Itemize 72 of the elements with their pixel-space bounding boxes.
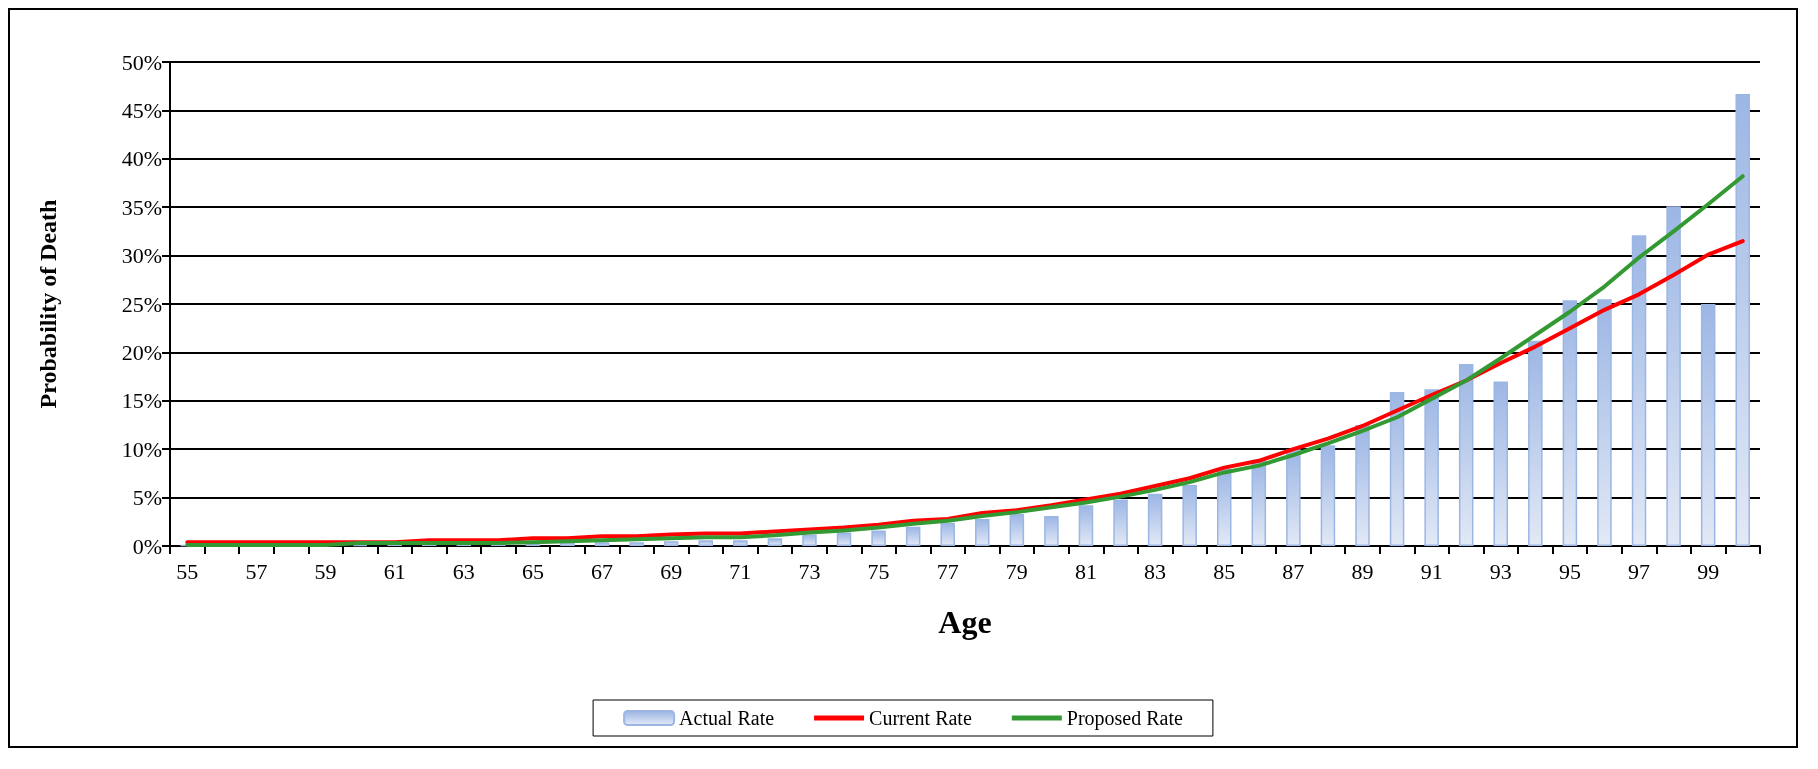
bar — [1700, 304, 1716, 546]
x-tick-label: 83 — [1144, 558, 1167, 584]
bar — [629, 542, 644, 546]
x-tick-label: 91 — [1420, 558, 1443, 584]
x-tick-label: 55 — [176, 558, 199, 584]
legend-label: Current Rate — [869, 707, 972, 729]
y-tick-label: 10% — [121, 436, 162, 462]
x-tick-label: 81 — [1074, 558, 1097, 584]
x-axis-title: Age — [938, 604, 992, 640]
bar — [871, 530, 886, 546]
bar — [1286, 449, 1301, 546]
bar — [698, 540, 714, 546]
bar — [1735, 93, 1750, 546]
y-tick-label: 50% — [121, 49, 162, 75]
bar — [940, 522, 955, 546]
bar — [1113, 499, 1128, 546]
legend-label: Proposed Rate — [1066, 707, 1184, 730]
bar — [975, 518, 990, 546]
y-tick-label: 25% — [121, 291, 162, 317]
bar — [594, 542, 610, 546]
bar — [1528, 340, 1543, 546]
bar — [663, 541, 679, 546]
x-tick-label: 93 — [1489, 558, 1512, 584]
y-tick-label: 15% — [121, 388, 162, 414]
x-tick-label: 89 — [1351, 558, 1374, 584]
bar — [1631, 235, 1647, 546]
bar — [767, 538, 783, 546]
x-tick-label: 63 — [452, 558, 475, 584]
bar — [1078, 505, 1094, 546]
bar — [1389, 392, 1405, 546]
bar — [1597, 299, 1612, 546]
bar — [733, 540, 748, 546]
x-tick-label: 61 — [383, 558, 406, 584]
x-tick-label: 75 — [867, 558, 890, 584]
bar — [802, 534, 817, 546]
x-tick-label: 79 — [1005, 558, 1028, 584]
bar — [1044, 515, 1059, 546]
bar — [1424, 389, 1439, 546]
bar — [1216, 468, 1232, 546]
y-tick-label: 40% — [121, 146, 162, 172]
x-tick-label: 67 — [591, 558, 614, 584]
bar — [1009, 514, 1025, 546]
x-tick-label: 73 — [798, 558, 821, 584]
x-tick-label: 71 — [729, 558, 752, 584]
x-tick-label: 59 — [314, 558, 337, 584]
y-tick-label: 35% — [121, 194, 162, 220]
y-tick-label: 0% — [132, 533, 162, 559]
x-tick-label: 57 — [245, 558, 268, 584]
x-tick-label: 87 — [1282, 558, 1305, 584]
bar — [836, 532, 852, 546]
bar — [1493, 381, 1509, 546]
x-tick-label: 69 — [660, 558, 683, 584]
y-tick-label: 30% — [121, 243, 162, 269]
x-tick-label: 65 — [521, 558, 544, 584]
bar — [1458, 364, 1474, 546]
y-tick-label: 20% — [121, 339, 162, 365]
legend-label: Actual Rate — [679, 707, 775, 729]
x-tick-label: 95 — [1558, 558, 1581, 584]
bar — [1182, 485, 1197, 546]
bar — [1147, 493, 1163, 546]
x-tick-label: 77 — [936, 558, 959, 584]
bar — [1355, 425, 1370, 546]
bar — [1666, 206, 1681, 546]
y-axis-title: Probability of Death — [35, 199, 61, 409]
x-tick-label: 97 — [1628, 558, 1651, 584]
x-tick-label: 85 — [1213, 558, 1236, 584]
y-tick-label: 5% — [132, 485, 162, 511]
y-tick-label: 45% — [121, 97, 162, 123]
bar — [1320, 445, 1336, 546]
bar — [1562, 300, 1578, 546]
x-tick-label: 99 — [1697, 558, 1720, 584]
bar — [905, 526, 921, 546]
